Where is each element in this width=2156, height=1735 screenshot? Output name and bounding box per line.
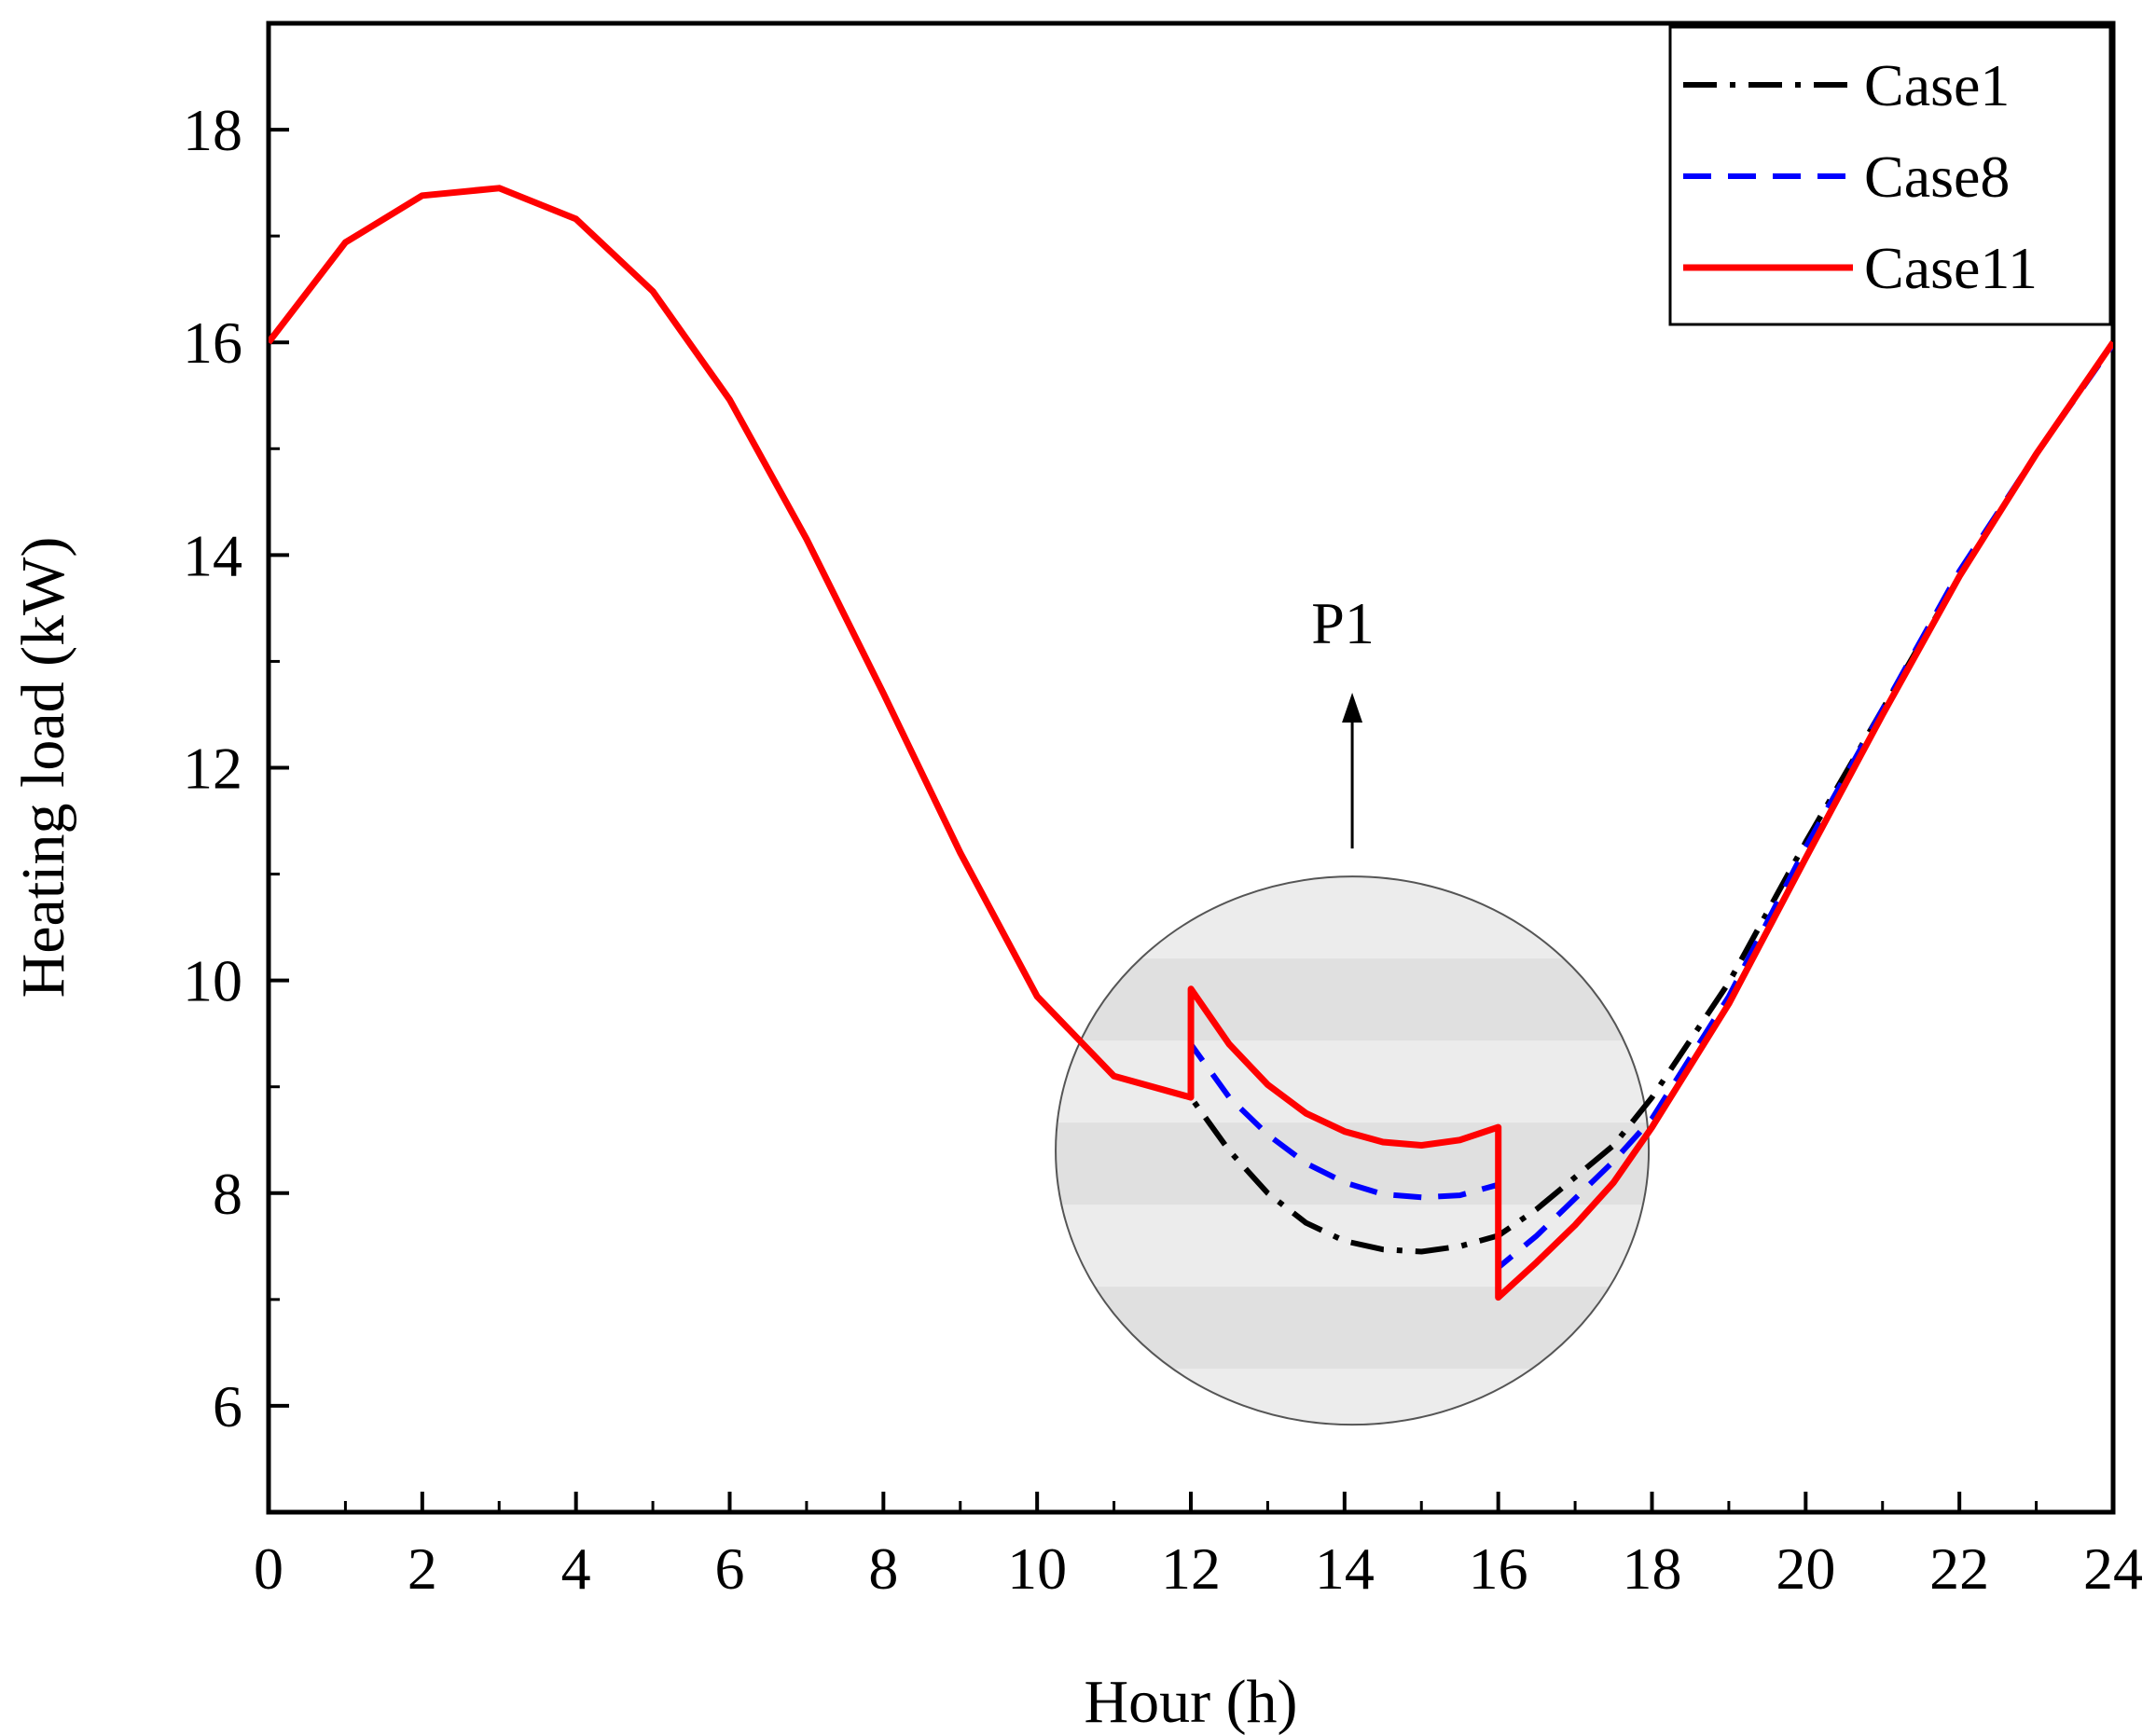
y-tick-label: 8: [213, 1161, 242, 1227]
x-axis-title: Hour (h): [1084, 1668, 1297, 1735]
series-group: [269, 185, 2113, 1301]
y-axis-title: Heating load (kW): [9, 537, 77, 998]
zoom-band: [1056, 958, 1650, 1041]
y-tick-label: 16: [183, 310, 242, 376]
zoom-circle-bands: [1056, 958, 1650, 1370]
x-tick-label: 24: [2083, 1535, 2143, 1602]
y-tick-label: 18: [183, 97, 242, 163]
legend-label-case1: Case1: [1864, 52, 2010, 118]
legend-label-case11: Case11: [1864, 235, 2038, 301]
y-tick-label: 6: [213, 1373, 242, 1439]
annotation-arrow-head: [1342, 693, 1363, 723]
zoom-circle-outline: [1055, 875, 1651, 1426]
y-tick-label: 14: [183, 522, 242, 588]
series-line-case11: [269, 185, 2113, 1301]
x-tick-label: 16: [1469, 1535, 1528, 1602]
x-tick-label: 10: [1007, 1535, 1067, 1602]
x-axis: 0 2 4 6 8 10 12 14 16 18 20 22 24: [254, 1492, 2143, 1602]
x-tick-label: 14: [1315, 1535, 1375, 1602]
x-tick-label: 4: [561, 1535, 591, 1602]
zoom-highlight-circle: [1055, 875, 1651, 1426]
x-tick-label: 18: [1623, 1535, 1682, 1602]
x-tick-label: 12: [1161, 1535, 1221, 1602]
x-tick-label: 0: [254, 1535, 283, 1602]
x-tick-label: 22: [1929, 1535, 1989, 1602]
series-line-case8: [269, 185, 2113, 1271]
y-axis: 6 8 10 12 14 16 18: [183, 21, 289, 1514]
zoom-band: [1056, 1287, 1650, 1370]
annotation-label-p1: P1: [1311, 590, 1375, 656]
legend-label-case8: Case8: [1864, 144, 2010, 210]
legend: Case1 Case8 Case11: [1668, 25, 2112, 326]
annotation-group: P1: [1311, 590, 1375, 849]
y-tick-label: 10: [183, 948, 242, 1014]
x-tick-label: 8: [868, 1535, 898, 1602]
x-tick-label: 20: [1776, 1535, 1835, 1602]
y-tick-label: 12: [183, 736, 242, 802]
x-tick-label: 2: [408, 1535, 437, 1602]
x-tick-label: 6: [715, 1535, 745, 1602]
